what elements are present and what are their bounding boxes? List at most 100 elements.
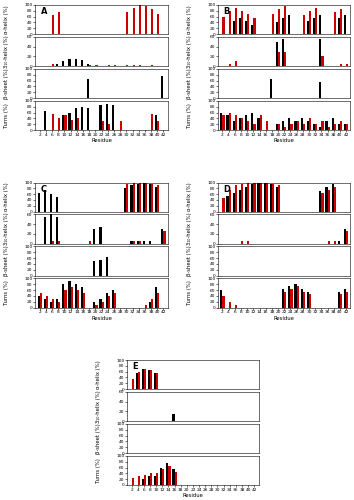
Bar bbox=[229, 11, 231, 34]
Bar bbox=[151, 184, 153, 212]
Bar bbox=[303, 15, 305, 34]
Bar bbox=[132, 241, 135, 244]
Bar bbox=[89, 241, 91, 244]
Bar bbox=[227, 196, 229, 212]
Bar bbox=[58, 118, 61, 130]
Bar bbox=[338, 18, 340, 34]
X-axis label: Residue: Residue bbox=[91, 138, 112, 143]
Bar bbox=[332, 184, 334, 212]
Bar bbox=[297, 286, 299, 308]
Bar bbox=[253, 182, 256, 212]
Bar bbox=[138, 476, 140, 485]
Bar bbox=[52, 114, 54, 130]
Bar bbox=[263, 182, 266, 212]
Bar bbox=[334, 124, 336, 130]
Bar bbox=[93, 229, 96, 244]
Bar bbox=[327, 190, 330, 212]
Bar bbox=[282, 18, 284, 34]
Bar bbox=[105, 256, 108, 276]
Bar bbox=[235, 116, 237, 130]
Bar bbox=[50, 302, 52, 308]
X-axis label: Residue: Residue bbox=[274, 316, 295, 320]
Bar bbox=[83, 293, 85, 308]
Bar bbox=[284, 127, 286, 130]
Bar bbox=[38, 192, 40, 212]
Bar bbox=[344, 229, 346, 244]
Bar bbox=[144, 475, 146, 485]
Bar bbox=[239, 118, 241, 130]
Bar bbox=[132, 182, 135, 212]
Bar bbox=[284, 6, 286, 34]
Bar bbox=[303, 124, 305, 130]
Bar bbox=[235, 304, 237, 308]
Bar bbox=[68, 112, 71, 130]
Y-axis label: β-sheet (%): β-sheet (%) bbox=[4, 246, 9, 276]
Bar bbox=[266, 182, 268, 212]
Bar bbox=[58, 241, 61, 244]
Bar bbox=[93, 261, 96, 276]
Bar bbox=[96, 65, 98, 66]
Bar bbox=[172, 469, 175, 485]
Bar bbox=[235, 61, 237, 66]
Bar bbox=[309, 118, 311, 130]
Bar bbox=[309, 11, 311, 34]
Y-axis label: 3₁₀-helix (%): 3₁₀-helix (%) bbox=[187, 212, 192, 246]
Bar bbox=[64, 116, 67, 130]
Y-axis label: α-helix (%): α-helix (%) bbox=[4, 182, 9, 212]
Bar bbox=[297, 122, 299, 130]
Bar bbox=[44, 299, 46, 308]
Text: C: C bbox=[41, 185, 47, 194]
Bar bbox=[235, 186, 237, 212]
Bar bbox=[52, 15, 54, 34]
Bar bbox=[253, 124, 256, 130]
Bar bbox=[309, 294, 311, 308]
Bar bbox=[114, 65, 116, 66]
Bar bbox=[222, 16, 224, 34]
Bar bbox=[257, 182, 259, 212]
Bar bbox=[145, 304, 147, 308]
Bar bbox=[245, 116, 247, 130]
Bar bbox=[102, 122, 104, 130]
Bar bbox=[270, 184, 272, 212]
Bar bbox=[338, 292, 340, 308]
Bar bbox=[233, 122, 235, 130]
Bar bbox=[105, 293, 108, 308]
Bar bbox=[161, 76, 164, 98]
Bar bbox=[138, 372, 140, 389]
Bar bbox=[251, 112, 253, 130]
Bar bbox=[139, 182, 141, 212]
Bar bbox=[295, 284, 297, 308]
X-axis label: Residue: Residue bbox=[274, 138, 295, 143]
Bar bbox=[241, 118, 243, 130]
Bar bbox=[139, 65, 141, 66]
Bar bbox=[160, 468, 162, 485]
Bar bbox=[247, 122, 249, 130]
Bar bbox=[346, 64, 348, 66]
Bar bbox=[222, 296, 224, 308]
Bar bbox=[253, 18, 256, 34]
Bar bbox=[75, 59, 77, 66]
Bar bbox=[257, 118, 259, 130]
Bar bbox=[143, 241, 145, 244]
Bar bbox=[233, 21, 235, 34]
Bar bbox=[161, 229, 164, 244]
Y-axis label: 3₁₀-helix (%): 3₁₀-helix (%) bbox=[187, 35, 192, 68]
Bar bbox=[276, 187, 278, 212]
Bar bbox=[52, 241, 54, 244]
Bar bbox=[288, 286, 290, 308]
Bar bbox=[145, 182, 147, 212]
Bar bbox=[251, 26, 253, 34]
Y-axis label: α-helix (%): α-helix (%) bbox=[187, 5, 192, 34]
Y-axis label: β-sheet (%): β-sheet (%) bbox=[187, 246, 192, 276]
Bar bbox=[229, 112, 231, 130]
Bar bbox=[132, 379, 134, 389]
Bar bbox=[245, 187, 247, 212]
Bar bbox=[334, 12, 336, 34]
Bar bbox=[340, 122, 342, 130]
Bar bbox=[156, 474, 158, 485]
Bar bbox=[126, 12, 129, 34]
Bar bbox=[62, 116, 64, 130]
Bar bbox=[149, 184, 151, 212]
Bar bbox=[307, 292, 309, 308]
Bar bbox=[272, 184, 274, 212]
